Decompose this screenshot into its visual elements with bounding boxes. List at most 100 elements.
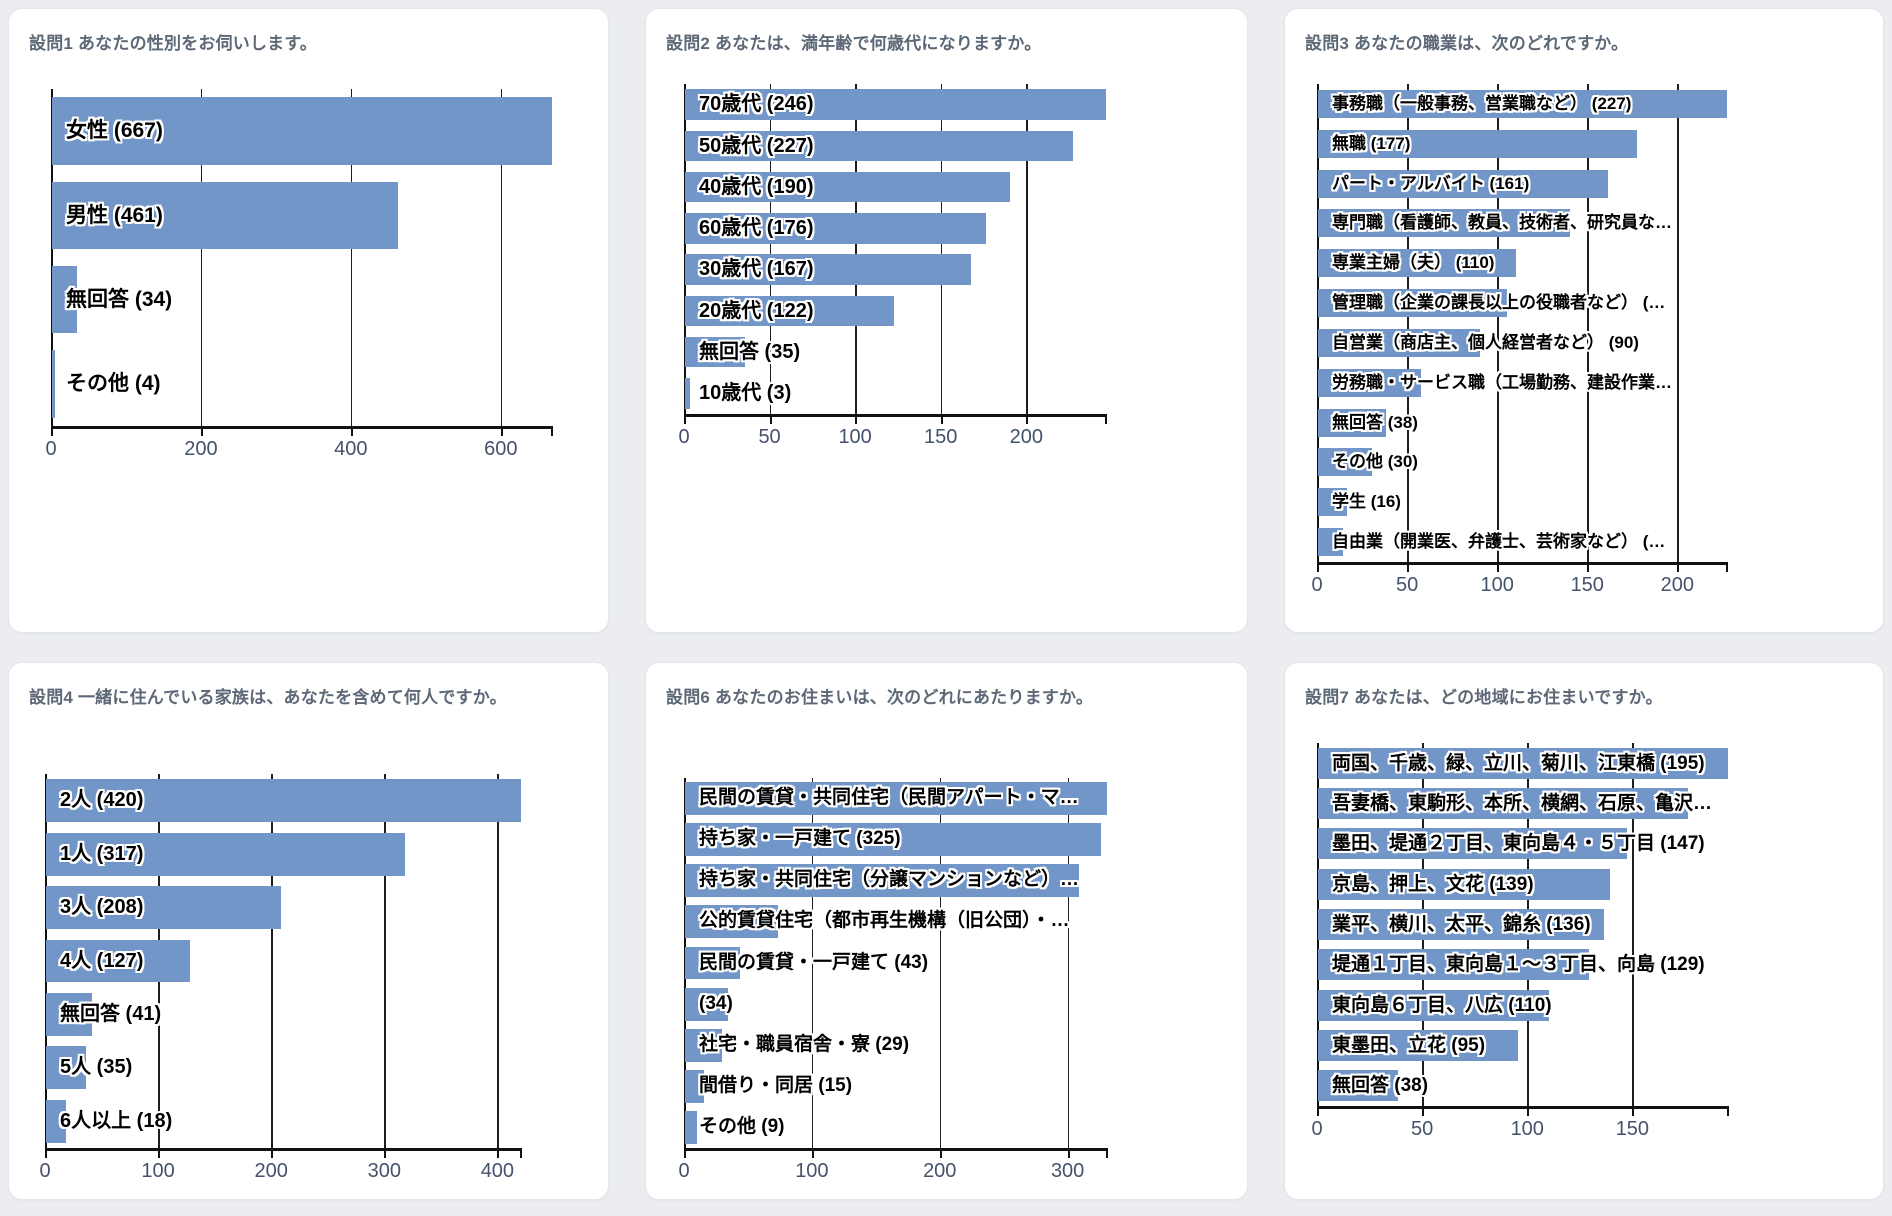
- bar: [1318, 488, 1347, 517]
- axis-tick-mark: [1497, 562, 1500, 572]
- bar-label: 両国、千歳、緑、立川、菊川、江東橋 (195): [1332, 752, 1705, 774]
- axis-tick-mark: [1407, 562, 1410, 572]
- bar-label: 持ち家・共同住宅（分譲マンションなど）…: [699, 869, 1080, 891]
- bar-label: 4人 (127): [60, 949, 144, 972]
- x-tick-label: 0: [678, 1160, 690, 1182]
- axis-tick-mark: [1317, 1106, 1319, 1116]
- chart-card-q7: 設問7 あなたは、どの地域にお住まいですか。 0 50 100 150 両国、千歳、緑、…: [1284, 662, 1884, 1200]
- x-tick-label: 150: [924, 426, 958, 448]
- axis-end-tick: [551, 426, 553, 436]
- axis-tick-mark: [1527, 1106, 1530, 1116]
- bar-chart-q1: 0 200 400 600 女性 (667) 男性 (461) 無回答 (34) その他 (4…: [9, 9, 608, 632]
- axis-end-tick: [520, 1148, 522, 1158]
- x-tick-label: 100: [1510, 1118, 1544, 1140]
- bar-label: 1人 (317): [60, 842, 144, 865]
- bar-label: 30歳代 (167): [699, 258, 814, 281]
- gridline: [769, 84, 772, 414]
- bar-label: 無回答 (38): [1332, 412, 1418, 432]
- gridline: [1407, 84, 1409, 562]
- bar-label: (34): [699, 992, 733, 1014]
- x-tick-label: 200: [1660, 574, 1695, 596]
- x-tick-label: 100: [1480, 574, 1514, 596]
- bar: [685, 987, 729, 1021]
- bar: [685, 782, 1107, 815]
- x-tick-label: 150: [1570, 574, 1604, 596]
- bar: [685, 946, 740, 980]
- bar-label: 持ち家・一戸建て (325): [699, 828, 901, 850]
- chart-title-q3: 設問3 あなたの職業は、次のどれですか。: [1305, 34, 1629, 53]
- bar-label: 吾妻橋、東駒形、本所、横網、石原、亀沢…: [1332, 792, 1713, 814]
- bar-label: 無職 (177): [1332, 133, 1411, 153]
- axis-tick-mark: [1067, 1148, 1070, 1158]
- bar: [1318, 828, 1628, 860]
- bar-label: 専門職（看護師、教員、技術者、研究員な…: [1332, 213, 1672, 233]
- chart-title-q7: 設問7 あなたは、どの地域にお住まいですか。: [1305, 688, 1663, 707]
- chart-card-q4: 設問4 一緒に住んでいる家族は、あなたを含めて何人ですか。 0 100 200 300…: [8, 662, 609, 1200]
- axis-tick-mark: [158, 1148, 161, 1158]
- bar-label: 学生 (16): [1332, 492, 1401, 512]
- x-tick-label: 300: [1050, 1160, 1085, 1182]
- bar-label: 事務職（一般事務、営業職など） (227): [1332, 93, 1632, 113]
- bar: [46, 832, 405, 876]
- bar: [685, 823, 1101, 857]
- x-tick-label: 0: [39, 1160, 51, 1182]
- axis-end-tick: [1726, 562, 1728, 572]
- bar-label: 無回答 (38): [1332, 1075, 1429, 1097]
- x-tick-label: 200: [184, 438, 218, 460]
- bar: [46, 993, 93, 1036]
- axis-tick-mark: [811, 1148, 814, 1158]
- axis-end-tick: [1105, 414, 1107, 424]
- bar: [1318, 908, 1604, 941]
- bar-label: 間借り・同居 (15): [699, 1074, 853, 1096]
- bar: [1318, 209, 1571, 238]
- bar: [46, 939, 190, 983]
- bar-label: 専業主婦（夫） (110): [1332, 253, 1495, 273]
- axis-tick-mark: [939, 1148, 942, 1158]
- bar: [1318, 528, 1344, 557]
- bar-label: 京島、押上、文花 (139): [1332, 873, 1534, 895]
- x-tick-label: 100: [141, 1160, 175, 1182]
- bar: [1318, 1070, 1398, 1102]
- bar-label: 自由業（開業医、弁護士、芸術家など） (…: [1332, 532, 1666, 552]
- bar-label: 管理職（企業の課長以上の役職者など） (…: [1332, 293, 1666, 313]
- bar: [1318, 989, 1550, 1021]
- chart-title-q1: 設問1 あなたの性別をお伺いします。: [29, 34, 318, 53]
- bar-label: 民間の賃貸・一戸建て (43): [699, 951, 929, 973]
- y-axis-line: [51, 89, 53, 430]
- bar: [1318, 249, 1517, 278]
- x-tick-label: 200: [923, 1160, 957, 1182]
- axis-tick-mark: [200, 426, 203, 436]
- gridline: [811, 778, 814, 1148]
- x-axis-line: [1317, 1106, 1729, 1109]
- axis-tick-mark: [384, 1148, 387, 1158]
- bar-label: 3人 (208): [60, 896, 144, 919]
- chart-title-q2: 設問2 あなたは、満年齢で何歳代になりますか。: [666, 34, 1042, 53]
- bar: [685, 336, 745, 368]
- x-tick-label: 0: [1311, 574, 1323, 596]
- gridline: [940, 84, 943, 414]
- axis-end-tick: [1106, 1148, 1108, 1158]
- chart-card-q1: 設問1 あなたの性別をお伺いします。 0 200 400 600 女性 (667) 男性 …: [8, 8, 609, 633]
- bar: [1318, 89, 1727, 118]
- x-axis-line: [684, 414, 1107, 417]
- gridline: [384, 774, 386, 1148]
- x-tick-label: 0: [678, 426, 690, 448]
- bar-label: 50歳代 (227): [699, 134, 814, 157]
- x-tick-label: 50: [1395, 574, 1419, 596]
- bar: [1318, 289, 1508, 318]
- bar-chart-q4: 0 100 200 300 400 2人 (420) 1人 (317) 3人 (208) 4人 …: [9, 663, 608, 1199]
- bar: [1318, 129, 1637, 158]
- bar: [46, 779, 521, 823]
- bar-chart-q7: 0 50 100 150 両国、千歳、緑、立川、菊川、江東橋 (195) 吾妻橋、東駒形、…: [1285, 663, 1883, 1199]
- gridline: [1497, 84, 1499, 562]
- x-axis-line: [1317, 562, 1728, 565]
- x-tick-label: 100: [838, 426, 872, 448]
- bar-label: 女性 (667): [66, 119, 163, 143]
- bar: [1318, 368, 1421, 397]
- chart-card-q6: 設問6 あなたのお住まいは、次のどれにあたりますか。 0 100 200 300 民間の…: [645, 662, 1248, 1200]
- bar-label: 自営業（商店主、個人経営者など） (90): [1332, 332, 1639, 352]
- y-axis-line: [1317, 84, 1319, 566]
- gridline: [855, 84, 857, 414]
- bar: [685, 1069, 705, 1103]
- bar-label: 2人 (420): [60, 789, 144, 812]
